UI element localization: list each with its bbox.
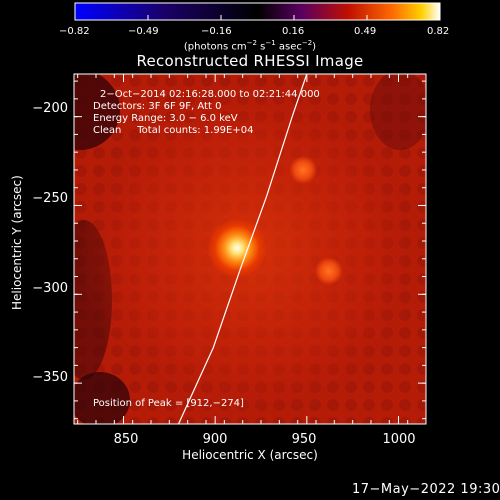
colorbar-unit-label: (photons cm−2 s−1 asec−2) <box>183 39 317 53</box>
solar-limb <box>177 74 308 424</box>
x-tick-label: 1000 <box>382 432 416 447</box>
colorbar-tick-label: −0.49 <box>128 26 159 37</box>
colorbar-tick-label: −0.82 <box>59 26 90 37</box>
time-range: 2−Oct−2014 02:16:28.000 to 02:21:44.000 <box>100 89 320 100</box>
x-tick-label: 850 <box>113 432 139 447</box>
colorbar-tick-label: −0.16 <box>201 26 232 37</box>
x-tick-label: 950 <box>291 432 317 447</box>
x-axis-label: Heliocentric X (arcsec) <box>182 448 318 462</box>
colorbar-tick-label: 0.16 <box>282 26 305 37</box>
y-tick-label: −350 <box>32 370 68 385</box>
y-tick-label: −300 <box>32 281 68 296</box>
colorbar-tick-label: 0.82 <box>427 26 450 37</box>
detectors-info: Detectors: 3F 6F 9F, Att 0 <box>93 101 222 112</box>
solar-image <box>74 74 426 424</box>
energy-range: Energy Range: 3.0 − 6.0 keV <box>93 113 238 124</box>
plot-frame <box>73 73 427 425</box>
y-tick-label: −250 <box>32 191 68 206</box>
colorbar-ticks <box>74 15 441 20</box>
colorbar <box>74 2 441 21</box>
peak-source <box>207 218 268 279</box>
secondary-source <box>314 257 343 286</box>
axis-ticks <box>74 74 427 424</box>
colorbar-tick-label: 0.49 <box>354 26 377 37</box>
clean-counts: Clean Total counts: 1.99E+04 <box>93 125 254 136</box>
secondary-sources <box>289 155 343 286</box>
footer-date: 17−May−2022 19:30 <box>352 482 500 497</box>
peak-position: Position of Peak = [912,−274] <box>93 398 244 409</box>
image-title: Reconstructed RHESSI Image <box>136 52 364 70</box>
y-tick-label: −200 <box>32 101 68 116</box>
x-tick-label: 900 <box>202 432 228 447</box>
secondary-source <box>289 155 318 184</box>
y-axis-label: Heliocentric Y (arcsec) <box>10 175 24 310</box>
